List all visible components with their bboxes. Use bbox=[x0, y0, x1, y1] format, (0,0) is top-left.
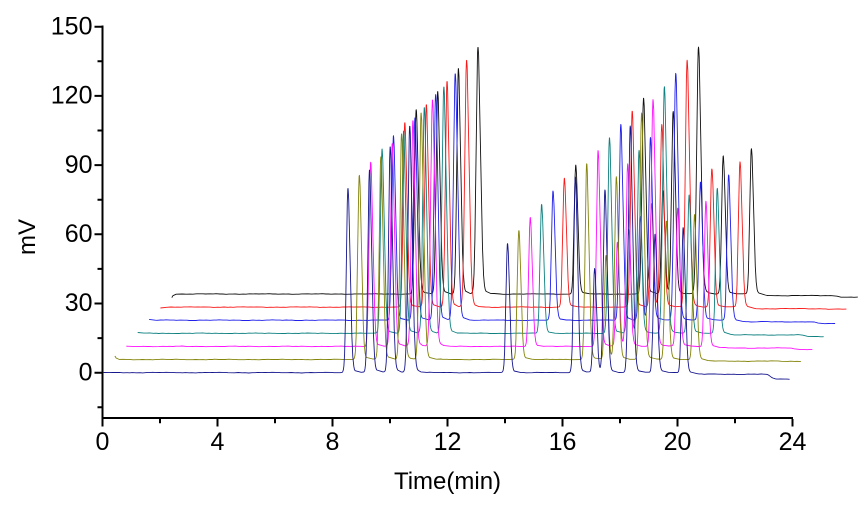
svg-text:Time(min): Time(min) bbox=[394, 468, 501, 495]
svg-text:120: 120 bbox=[51, 82, 93, 110]
svg-text:4: 4 bbox=[211, 428, 225, 456]
svg-text:16: 16 bbox=[549, 428, 577, 456]
svg-text:0: 0 bbox=[79, 358, 93, 386]
svg-text:90: 90 bbox=[65, 151, 93, 179]
svg-text:150: 150 bbox=[51, 12, 93, 40]
svg-text:12: 12 bbox=[434, 428, 462, 456]
svg-text:24: 24 bbox=[779, 428, 807, 456]
svg-text:60: 60 bbox=[65, 220, 93, 248]
svg-text:8: 8 bbox=[326, 428, 340, 456]
svg-text:0: 0 bbox=[96, 428, 110, 456]
svg-text:20: 20 bbox=[664, 428, 692, 456]
svg-text:30: 30 bbox=[65, 289, 93, 317]
svg-text:mV: mV bbox=[14, 219, 41, 255]
